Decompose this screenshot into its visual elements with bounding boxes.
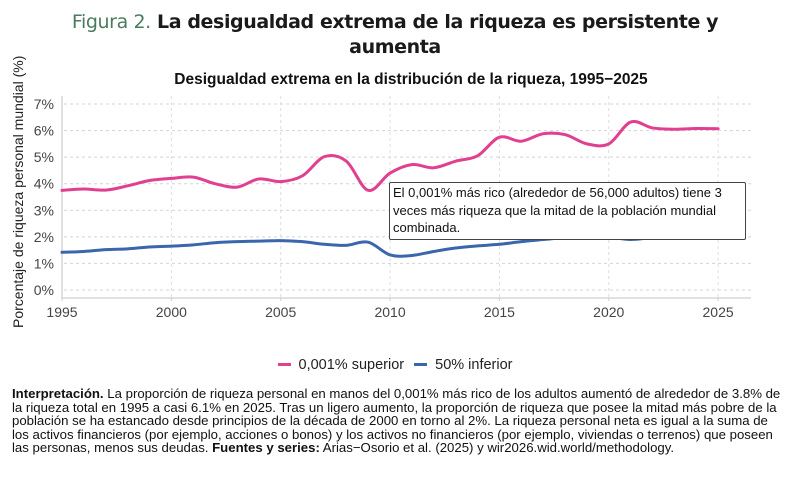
x-tick-label: 2020 bbox=[593, 304, 624, 320]
y-tick-label: 7% bbox=[34, 96, 54, 112]
legend: 0,001% superior 50% inferior bbox=[0, 354, 790, 373]
interpretation-note: Interpretación. La proporción de riqueza… bbox=[12, 387, 782, 455]
x-tick-label: 2000 bbox=[156, 304, 187, 320]
x-tick-label: 2010 bbox=[374, 304, 405, 320]
legend-item-top[interactable]: 0,001% superior bbox=[277, 356, 405, 373]
y-tick-label: 5% bbox=[34, 149, 54, 165]
axes bbox=[61, 96, 751, 301]
figure-title: Figura 2. La desigualdad extrema de la r… bbox=[0, 10, 790, 60]
interpretation-label: Interpretación. bbox=[12, 386, 104, 401]
line-chart: 0% 1% 2% 3% 4% 5% 6% 7% 1995 2000 2005 2010 2015 2020… bbox=[34, 96, 751, 320]
legend-label-bottom: 50% inferior bbox=[435, 356, 513, 373]
y-tick-label: 6% bbox=[34, 123, 54, 139]
x-tick-label: 2015 bbox=[484, 304, 515, 320]
series-line-top bbox=[60, 120, 720, 192]
chart-annotation: El 0,001% más rico (alrededor de 56,000 … bbox=[389, 182, 746, 240]
x-tick-label: 1995 bbox=[46, 304, 77, 320]
tick-labels: 0% 1% 2% 3% 4% 5% 6% 7% 1995 2000 2005 2010 2015 2020… bbox=[34, 96, 734, 320]
x-tick-label: 2025 bbox=[703, 304, 734, 320]
figure-number: Figura 2. bbox=[71, 11, 151, 33]
sources-label: Fuentes y series: bbox=[212, 440, 320, 456]
legend-item-bottom[interactable]: 50% inferior bbox=[414, 356, 513, 373]
y-tick-label: 2% bbox=[34, 229, 54, 245]
interpretation-text: La proporción de riqueza personal en man… bbox=[12, 386, 781, 456]
y-tick-label: 3% bbox=[34, 202, 54, 218]
legend-swatch-bottom bbox=[414, 363, 428, 366]
chart-title: Desigualdad extrema en la distribución d… bbox=[174, 71, 648, 88]
y-tick-label: 1% bbox=[34, 255, 54, 271]
legend-swatch-top bbox=[277, 363, 291, 366]
x-tick-label: 2005 bbox=[265, 304, 296, 320]
sources-text: Arias−Osorio et al. (2025) y wir2026.wid… bbox=[319, 440, 675, 456]
y-tick-label: 0% bbox=[34, 282, 54, 298]
y-tick-label: 4% bbox=[34, 176, 54, 192]
legend-label-top: 0,001% superior bbox=[298, 356, 405, 373]
figure-title-line1: La desigualdad extrema de la riqueza es … bbox=[157, 11, 719, 33]
figure-title-line2: aumenta bbox=[349, 36, 441, 58]
